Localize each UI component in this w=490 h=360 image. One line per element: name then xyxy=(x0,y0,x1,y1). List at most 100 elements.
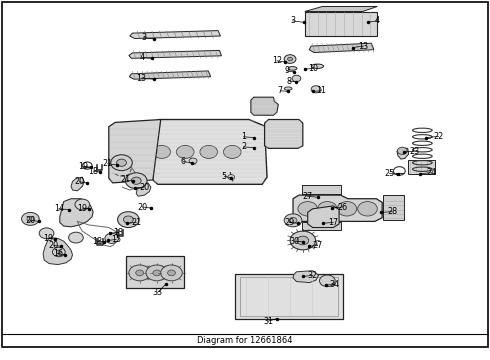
Polygon shape xyxy=(265,120,303,148)
Bar xyxy=(302,185,341,194)
Text: 32: 32 xyxy=(308,271,318,280)
Bar xyxy=(302,222,341,230)
Text: 34: 34 xyxy=(329,280,339,289)
Text: 18: 18 xyxy=(92,237,102,246)
Text: 7: 7 xyxy=(278,86,283,95)
Circle shape xyxy=(153,270,161,276)
Circle shape xyxy=(117,159,126,166)
Circle shape xyxy=(161,265,182,281)
Text: 9: 9 xyxy=(284,66,289,75)
Text: Diagram for 12661864: Diagram for 12661864 xyxy=(197,336,293,345)
Circle shape xyxy=(69,232,83,243)
Bar xyxy=(408,160,435,174)
Bar xyxy=(240,277,338,316)
Text: 31: 31 xyxy=(264,317,273,325)
Circle shape xyxy=(131,177,141,184)
Text: 21: 21 xyxy=(120,175,130,184)
Ellipse shape xyxy=(284,87,292,90)
Text: 20: 20 xyxy=(25,216,35,225)
Circle shape xyxy=(153,145,171,158)
Text: 26: 26 xyxy=(338,202,347,211)
Circle shape xyxy=(200,145,218,158)
Polygon shape xyxy=(309,43,374,53)
Polygon shape xyxy=(129,50,221,58)
Text: 3: 3 xyxy=(290,16,295,25)
Circle shape xyxy=(168,270,175,276)
Polygon shape xyxy=(174,142,256,149)
Circle shape xyxy=(358,202,377,216)
Circle shape xyxy=(318,202,337,216)
Polygon shape xyxy=(305,6,377,12)
Circle shape xyxy=(223,145,241,158)
Polygon shape xyxy=(43,238,73,265)
Circle shape xyxy=(52,247,65,257)
Text: 15: 15 xyxy=(111,235,121,244)
Text: 6: 6 xyxy=(181,157,186,166)
Text: 4: 4 xyxy=(140,53,145,62)
Text: 21: 21 xyxy=(131,218,141,227)
Circle shape xyxy=(123,216,133,223)
Text: 13: 13 xyxy=(137,74,147,83)
Polygon shape xyxy=(129,71,211,79)
Text: 11: 11 xyxy=(317,86,326,95)
Circle shape xyxy=(39,228,54,239)
Text: 10: 10 xyxy=(309,64,318,73)
Polygon shape xyxy=(130,31,220,39)
Circle shape xyxy=(288,57,293,61)
Text: 27: 27 xyxy=(302,192,312,201)
Circle shape xyxy=(397,147,407,154)
Circle shape xyxy=(228,175,235,180)
Text: 2: 2 xyxy=(241,143,246,152)
Circle shape xyxy=(136,270,144,276)
Circle shape xyxy=(311,86,321,93)
Text: 20: 20 xyxy=(49,241,59,250)
Polygon shape xyxy=(60,199,93,227)
Text: 33: 33 xyxy=(153,288,163,297)
Text: 17: 17 xyxy=(328,218,338,227)
Circle shape xyxy=(22,212,39,225)
Polygon shape xyxy=(71,177,84,191)
Polygon shape xyxy=(293,195,382,221)
Circle shape xyxy=(289,217,297,223)
Text: 25: 25 xyxy=(385,169,394,178)
Text: 18: 18 xyxy=(114,228,123,237)
Text: 23: 23 xyxy=(409,147,419,156)
Text: 20: 20 xyxy=(139,183,149,192)
Ellipse shape xyxy=(312,64,323,68)
Polygon shape xyxy=(293,271,318,283)
Text: 3: 3 xyxy=(141,33,146,42)
Ellipse shape xyxy=(288,67,297,70)
Circle shape xyxy=(146,265,168,281)
Text: 30: 30 xyxy=(289,237,299,246)
Text: 4: 4 xyxy=(374,16,379,25)
Circle shape xyxy=(284,55,296,63)
Circle shape xyxy=(105,233,119,243)
Circle shape xyxy=(125,173,147,189)
Circle shape xyxy=(284,214,302,227)
Circle shape xyxy=(290,231,316,250)
Polygon shape xyxy=(397,148,409,159)
Circle shape xyxy=(56,250,61,254)
Circle shape xyxy=(118,212,139,228)
Bar xyxy=(235,274,343,319)
Text: 19: 19 xyxy=(77,204,87,212)
Polygon shape xyxy=(136,183,151,196)
Text: 12: 12 xyxy=(272,57,282,66)
Text: 27: 27 xyxy=(313,241,322,250)
Polygon shape xyxy=(251,97,278,115)
Text: 14: 14 xyxy=(54,204,64,213)
Polygon shape xyxy=(109,120,161,183)
Text: 8: 8 xyxy=(287,77,292,85)
Circle shape xyxy=(129,265,150,281)
Circle shape xyxy=(176,145,194,158)
Circle shape xyxy=(319,275,335,287)
Text: 16: 16 xyxy=(53,249,63,258)
Text: 1: 1 xyxy=(241,132,246,141)
Polygon shape xyxy=(152,120,267,184)
Bar xyxy=(383,195,404,220)
Circle shape xyxy=(27,216,34,221)
Text: 20: 20 xyxy=(138,202,147,211)
Circle shape xyxy=(298,202,318,216)
Circle shape xyxy=(111,155,132,171)
Circle shape xyxy=(75,199,90,210)
